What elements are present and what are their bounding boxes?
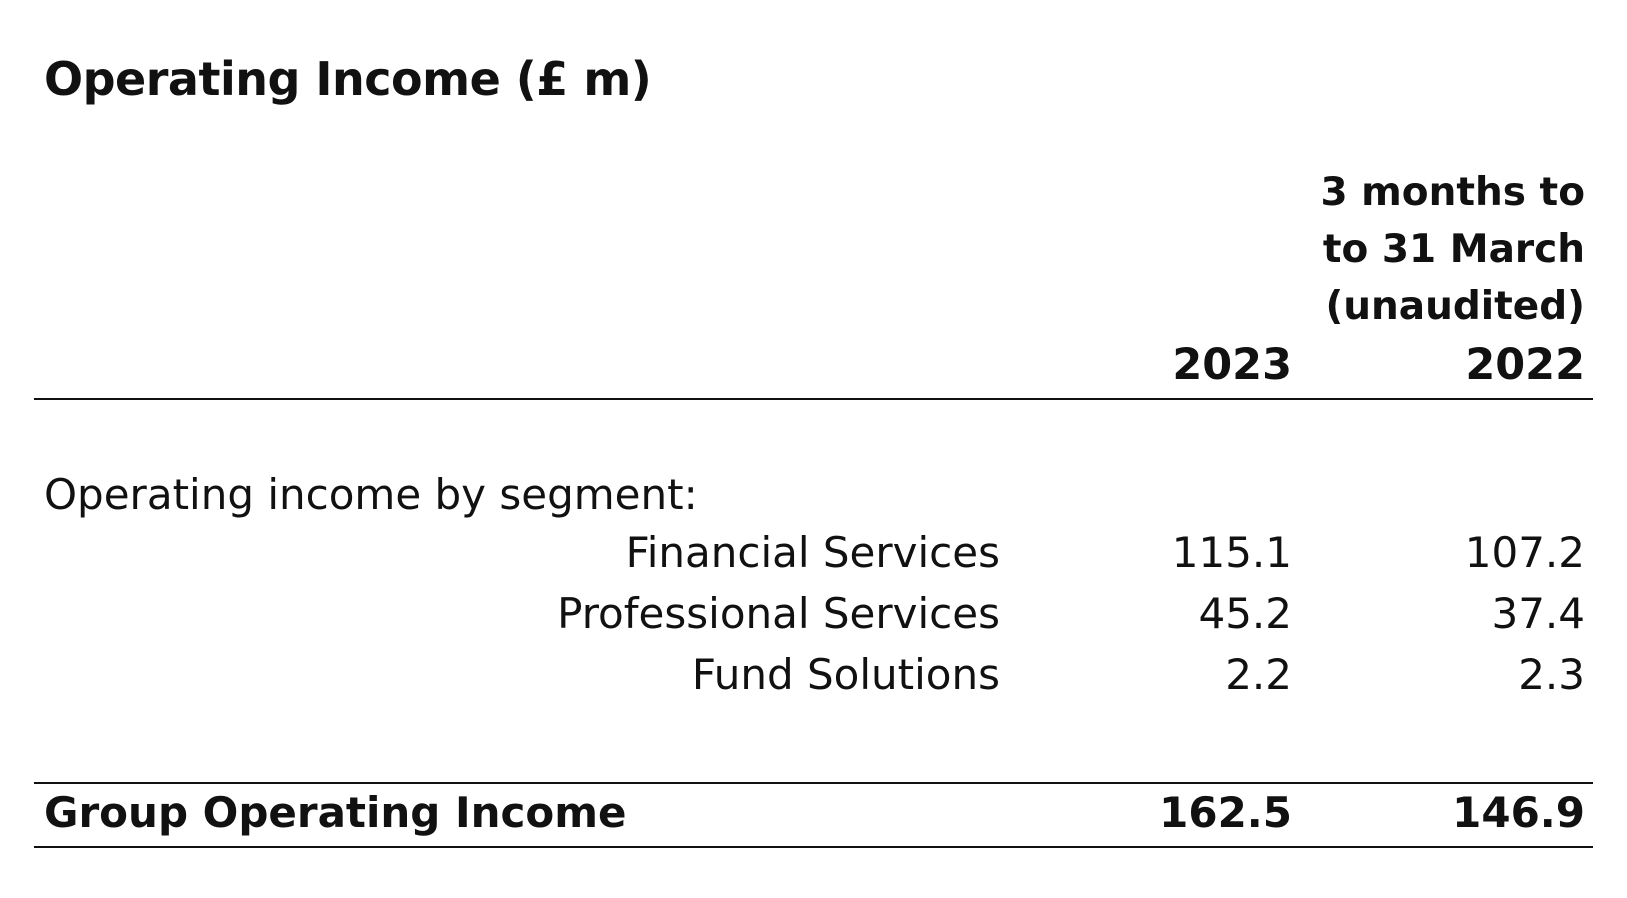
total-row: Group Operating Income 162.5 146.9 — [0, 788, 1627, 846]
column-header-2023: 2023 — [1172, 340, 1292, 390]
segment-name: Fund Solutions — [691, 650, 1000, 699]
value-2022: 37.4 — [1491, 589, 1585, 638]
total-divider-bottom — [34, 846, 1593, 848]
table-row: Fund Solutions 2.2 2.3 — [0, 650, 1627, 710]
value-2023: 115.1 — [1171, 528, 1292, 577]
table-title: Operating Income (£ m) — [44, 52, 652, 106]
segment-name: Financial Services — [625, 528, 1000, 577]
value-2023: 2.2 — [1225, 650, 1292, 699]
value-2022: 107.2 — [1464, 528, 1585, 577]
column-header-2022: 2022 — [1465, 340, 1585, 390]
total-value-2022: 146.9 — [1452, 788, 1585, 837]
period-header-line: to 31 March — [1322, 227, 1585, 272]
header-divider — [34, 398, 1593, 400]
total-divider-top — [34, 782, 1593, 784]
value-2022: 2.3 — [1518, 650, 1585, 699]
section-label: Operating income by segment: — [44, 470, 698, 519]
period-header-line: (unaudited) — [1325, 284, 1585, 329]
table-row: Financial Services 115.1 107.2 — [0, 528, 1627, 588]
segment-name: Professional Services — [557, 589, 1000, 638]
period-header-line: 3 months to — [1320, 170, 1585, 215]
total-label: Group Operating Income — [44, 788, 627, 837]
value-2023: 45.2 — [1198, 589, 1292, 638]
period-header: 3 months to to 31 March (unaudited) — [1165, 164, 1585, 335]
table-row: Professional Services 45.2 37.4 — [0, 589, 1627, 649]
total-value-2023: 162.5 — [1159, 788, 1292, 837]
